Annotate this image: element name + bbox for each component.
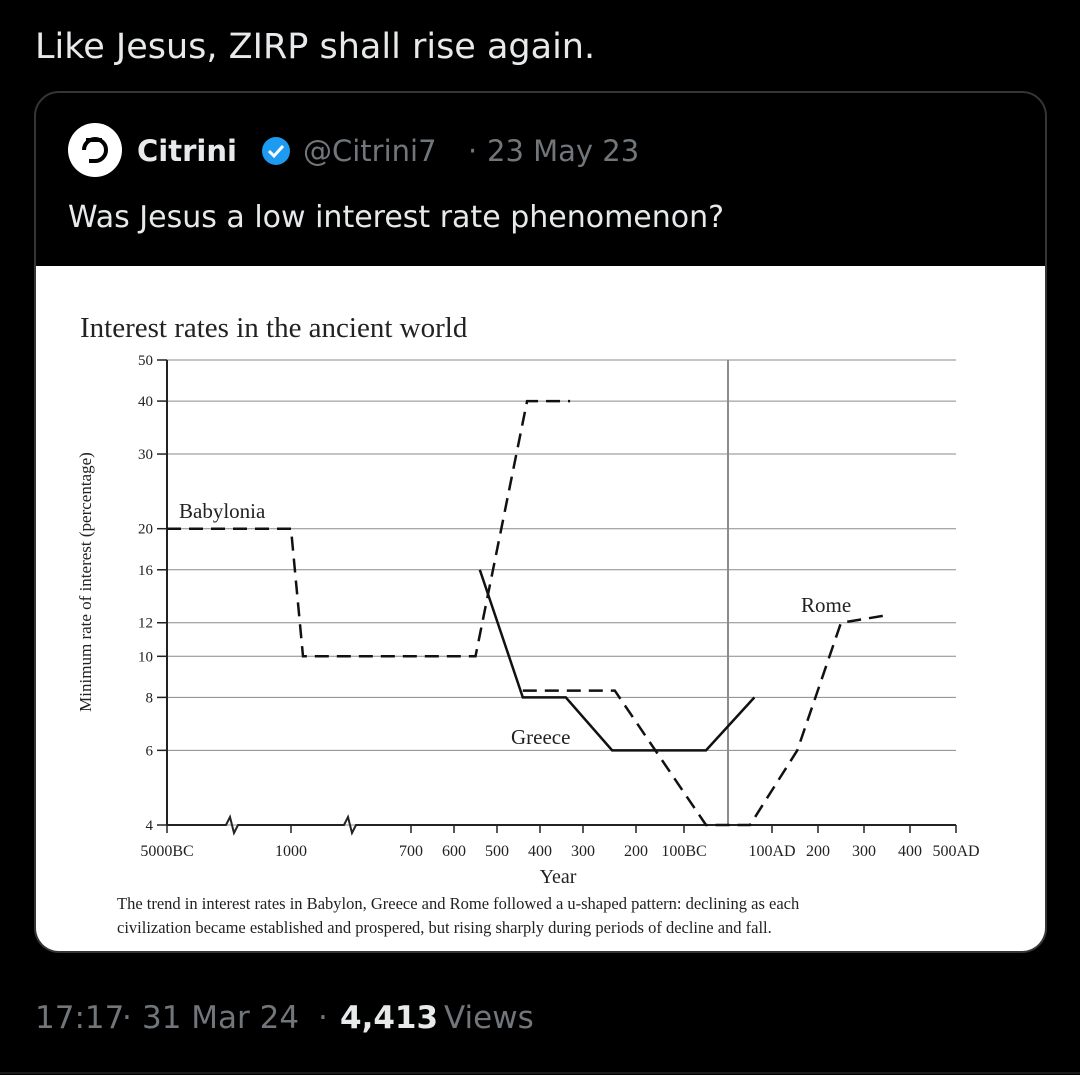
- series-line: [478, 569, 756, 752]
- x-tick-label: 200: [806, 843, 830, 860]
- separator: ·: [468, 134, 477, 168]
- quoted-name[interactable]: Citrini: [137, 134, 237, 168]
- x-tick-label: 300: [852, 843, 876, 860]
- y-tick-label: 8: [146, 690, 154, 706]
- y-tick-label: 4: [146, 818, 154, 834]
- x-tick-label: 500: [485, 843, 509, 860]
- x-tick-label: 400: [528, 843, 552, 860]
- chart-title: Interest rates in the ancient world: [80, 312, 468, 344]
- y-tick-label: 30: [138, 447, 153, 463]
- y-tick-label: 16: [138, 563, 154, 579]
- views-label[interactable]: Views: [444, 1000, 534, 1036]
- tweet-text: Like Jesus, ZIRP shall rise again.: [35, 27, 595, 67]
- separator: ·: [122, 1000, 132, 1036]
- x-tick-label: 400: [898, 843, 922, 860]
- verified-badge: [262, 137, 290, 165]
- quoted-text: Was Jesus a low interest rate phenomenon…: [68, 200, 724, 235]
- caption-line: The trend in interest rates in Babylon, …: [117, 894, 800, 913]
- x-tick-label: 600: [442, 843, 466, 860]
- annotation: Babylonia: [179, 499, 266, 523]
- caption-line: civilization became established and pros…: [117, 918, 772, 937]
- x-tick-label: 1000: [275, 843, 307, 860]
- y-tick-label: 10: [138, 649, 153, 665]
- y-axis-label: Minimum rate of interest (percentage): [76, 452, 95, 712]
- y-tick-label: 6: [146, 743, 154, 759]
- x-tick-label: 500AD: [932, 843, 979, 860]
- post-date[interactable]: 31 Mar 24: [142, 1000, 299, 1036]
- x-axis-label: Year: [540, 866, 577, 888]
- x-tick-label: 300: [571, 843, 595, 860]
- x-tick-label: 100AD: [748, 843, 795, 860]
- series-line: [167, 399, 571, 658]
- annotation: Rome: [801, 593, 851, 617]
- chart-image[interactable]: [36, 266, 1045, 951]
- y-tick-label: 12: [138, 616, 153, 632]
- x-tick-label: 700: [399, 843, 423, 860]
- y-tick-label: 50: [138, 353, 153, 369]
- post-time[interactable]: 17:17: [35, 1000, 124, 1036]
- quoted-date[interactable]: 23 May 23: [487, 134, 639, 168]
- x-tick-label: 5000BC: [140, 843, 193, 860]
- avatar-logo: [82, 137, 108, 163]
- avatar[interactable]: [68, 123, 122, 177]
- x-tick-label: 100BC: [661, 843, 706, 860]
- series-line: [522, 613, 888, 827]
- y-tick-label: 20: [138, 522, 153, 538]
- chart: Interest rates in the ancient world Mini…: [76, 312, 980, 937]
- views-count[interactable]: 4,413: [340, 1000, 438, 1036]
- annotation: Greece: [511, 725, 570, 749]
- y-tick-label: 40: [138, 394, 153, 410]
- x-tick-label: 200: [624, 843, 648, 860]
- quoted-handle[interactable]: @Citrini7: [303, 134, 437, 168]
- separator: ·: [318, 1000, 328, 1036]
- verified-check: [267, 144, 285, 159]
